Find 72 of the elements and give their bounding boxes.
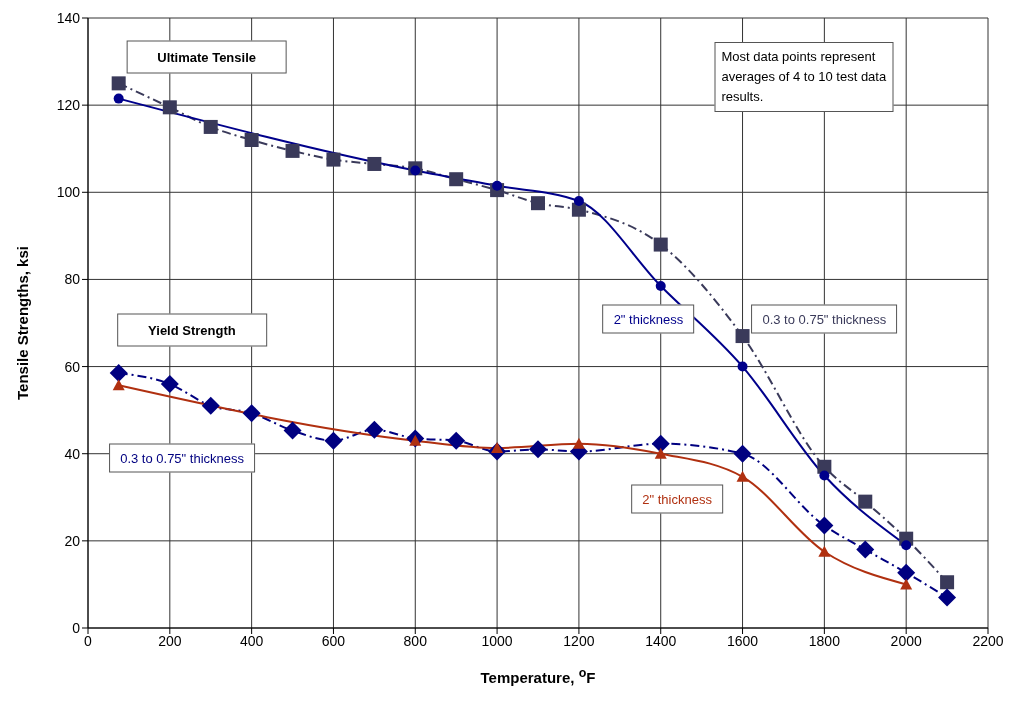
- point: [326, 152, 341, 167]
- point: [160, 375, 179, 393]
- x-tick-label: 400: [239, 632, 264, 649]
- point: [856, 540, 875, 559]
- x-tick-label: 600: [321, 632, 346, 649]
- x-tick-label: 0: [84, 632, 93, 649]
- y-tick-label: 40: [64, 445, 81, 462]
- point: [367, 156, 382, 171]
- point: [571, 202, 586, 217]
- label-box: 2" thickness: [631, 484, 723, 514]
- x-axis-title: Temperature, $^{o}$F: [479, 666, 597, 686]
- point: [162, 100, 177, 115]
- point: [492, 180, 503, 191]
- point: [900, 578, 913, 590]
- note-box: Ultimate Tensile: [126, 40, 287, 74]
- point: [410, 165, 421, 176]
- label-box: 2" thickness: [602, 304, 695, 334]
- point: [109, 364, 128, 383]
- x-tick-label: 200: [158, 632, 182, 649]
- point: [818, 545, 831, 557]
- y-tick-label: 120: [56, 97, 81, 114]
- x-tick-label: 1400: [645, 632, 677, 649]
- y-tick-label: 80: [64, 271, 81, 288]
- x-tick-label: 2000: [890, 632, 922, 649]
- point: [112, 379, 125, 391]
- y-tick-label: 60: [64, 358, 81, 375]
- note-box: Most data points represent averages of 4 to 10 test data results.: [714, 41, 894, 112]
- point: [573, 196, 584, 206]
- point: [244, 133, 259, 147]
- y-tick-label: 20: [64, 532, 81, 549]
- y-tick-label: 100: [56, 184, 81, 201]
- point: [858, 494, 873, 509]
- point: [655, 280, 666, 291]
- point: [324, 431, 343, 450]
- x-tick-label: 1000: [481, 632, 513, 649]
- point: [940, 575, 955, 590]
- point: [654, 447, 667, 459]
- x-tick-label: 1600: [726, 632, 759, 649]
- point: [819, 470, 830, 481]
- point: [736, 470, 749, 482]
- point: [242, 404, 261, 423]
- point: [201, 396, 220, 415]
- x-tick-label: 1200: [563, 632, 595, 649]
- point: [735, 329, 750, 344]
- point: [901, 540, 912, 551]
- label-box: 0.3 to 0.75" thickness: [109, 443, 255, 473]
- y-tick-label: 0: [72, 619, 81, 636]
- point: [653, 237, 668, 252]
- point: [938, 588, 957, 607]
- point: [529, 440, 547, 459]
- x-tick-label: 2200: [972, 632, 1004, 649]
- label-box: 0.3 to 0.75" thickness: [751, 304, 898, 334]
- y-tick-label: 140: [56, 9, 81, 26]
- y-axis-title: Tensile Strengths, ksi: [13, 246, 31, 400]
- point: [113, 93, 124, 104]
- point: [733, 444, 752, 463]
- point: [203, 119, 218, 134]
- point: [111, 76, 126, 91]
- point: [449, 172, 464, 187]
- point: [447, 431, 466, 450]
- point: [365, 420, 384, 439]
- x-tick-label: 800: [403, 632, 428, 649]
- point: [572, 437, 585, 449]
- point: [283, 421, 302, 440]
- point: [651, 434, 670, 453]
- x-tick-label: 1800: [808, 632, 841, 649]
- note-box: Yield Strength: [117, 313, 267, 347]
- point: [737, 361, 748, 372]
- point: [531, 196, 545, 211]
- point: [897, 563, 916, 582]
- point: [285, 143, 300, 158]
- point: [815, 516, 834, 535]
